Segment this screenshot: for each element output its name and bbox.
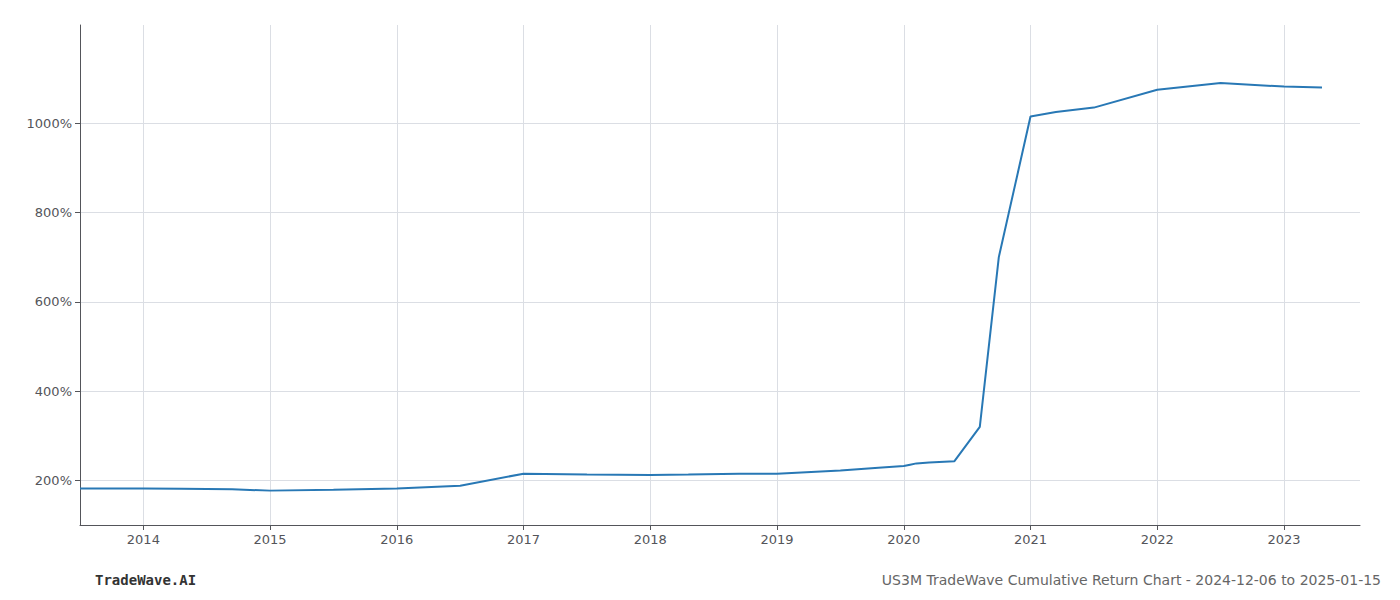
svg-text:TradeWave.AI: TradeWave.AI — [95, 572, 196, 588]
svg-text:2023: 2023 — [1267, 532, 1300, 547]
svg-text:2022: 2022 — [1141, 532, 1174, 547]
svg-text:2020: 2020 — [887, 532, 920, 547]
svg-text:2021: 2021 — [1014, 532, 1047, 547]
svg-text:2019: 2019 — [760, 532, 793, 547]
svg-text:1000%: 1000% — [27, 116, 72, 131]
svg-text:400%: 400% — [35, 384, 72, 399]
svg-text:200%: 200% — [35, 473, 72, 488]
svg-text:2015: 2015 — [254, 532, 287, 547]
svg-text:2017: 2017 — [507, 532, 540, 547]
svg-text:2014: 2014 — [127, 532, 160, 547]
svg-text:2016: 2016 — [380, 532, 413, 547]
svg-text:800%: 800% — [35, 205, 72, 220]
svg-text:600%: 600% — [35, 294, 72, 309]
svg-text:US3M TradeWave Cumulative Retu: US3M TradeWave Cumulative Return Chart -… — [882, 572, 1381, 588]
svg-text:2018: 2018 — [634, 532, 667, 547]
